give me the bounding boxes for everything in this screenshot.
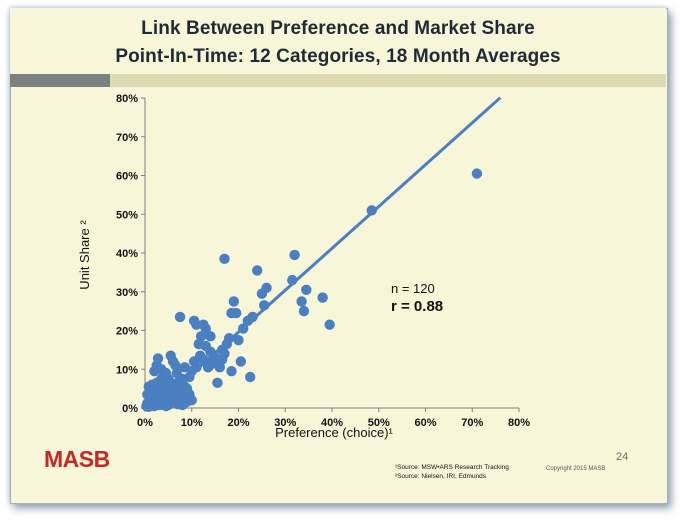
data-point <box>200 323 211 334</box>
data-point <box>186 395 197 406</box>
data-point <box>261 282 272 294</box>
x-tick-label: 30% <box>274 417 296 429</box>
source-note-2: ²Source: Nielsen, IRI, Edmunds <box>395 473 487 480</box>
y-tick-label: 40% <box>116 248 138 260</box>
data-point <box>174 311 186 323</box>
y-tick-label: 30% <box>116 287 138 299</box>
data-point <box>296 296 307 307</box>
data-point <box>228 296 240 307</box>
slide-frame <box>10 8 668 504</box>
data-point <box>301 284 312 296</box>
x-axis-label: Preference (choice)¹ <box>275 425 393 440</box>
x-tick-label: 10% <box>181 417 203 429</box>
data-point <box>252 265 263 276</box>
data-point <box>170 360 181 371</box>
slide-title-line-2: Point-In-Time: 12 Categories, 18 Month A… <box>115 46 561 67</box>
data-point <box>366 205 377 216</box>
x-axis-ticks: 0% 10% 20% 30% 40% 50% 60% 70% 80% <box>137 408 530 429</box>
data-point <box>212 377 223 389</box>
slide-title-line-1: Link Between Preference and Market Share <box>141 18 535 39</box>
page-number: 24 <box>616 451 629 463</box>
data-point <box>226 365 237 377</box>
y-tick-label: 60% <box>116 171 138 183</box>
data-point <box>247 311 258 323</box>
y-tick-label: 70% <box>116 132 138 144</box>
x-tick-label: 0% <box>137 417 153 429</box>
data-point <box>244 371 256 383</box>
y-tick-label: 50% <box>116 209 138 221</box>
data-point <box>146 396 158 408</box>
x-tick-label: 70% <box>461 417 483 429</box>
title-area: Link Between Preference and Market Share… <box>10 8 666 74</box>
x-tick-label: 80% <box>508 417 530 429</box>
data-point <box>160 367 172 379</box>
data-point <box>230 307 242 319</box>
data-point <box>195 331 207 342</box>
header-band-light <box>110 74 666 87</box>
y-axis-ticks: 0% 10% 20% 30% 40% 50% 60% 70% 80% <box>116 93 145 415</box>
x-tick-label: 20% <box>227 417 249 429</box>
source-note-1: ¹Source: MSW•ARS Research Tracking <box>395 464 509 471</box>
y-axis-label: Unit Share ² <box>77 220 92 290</box>
data-point <box>191 319 202 330</box>
data-point <box>317 292 328 303</box>
data-point <box>471 168 483 179</box>
stat-r: r = 0.88 <box>391 298 444 315</box>
data-point <box>219 348 230 359</box>
data-point <box>205 331 216 342</box>
trendline-group <box>152 96 502 410</box>
data-point <box>152 353 164 364</box>
data-point <box>142 389 153 400</box>
data-point <box>160 400 172 412</box>
data-point <box>233 334 244 346</box>
y-tick-label: 0% <box>122 403 138 415</box>
data-point <box>167 395 179 406</box>
data-point <box>298 305 310 317</box>
trendline <box>152 96 502 410</box>
data-point <box>179 362 190 373</box>
stat-n: n = 120 <box>391 281 435 296</box>
y-tick-label: 80% <box>116 93 138 105</box>
copyright: Copyright 2015 MASB <box>546 466 606 472</box>
masb-logo: MASB <box>44 446 110 473</box>
data-point <box>289 249 300 261</box>
x-tick-label: 60% <box>414 417 436 429</box>
x-tick-label: 40% <box>321 417 343 429</box>
x-tick-label: 50% <box>368 417 390 429</box>
header-band-dark <box>10 74 110 87</box>
y-tick-label: 10% <box>116 364 138 376</box>
data-point <box>191 362 202 373</box>
y-tick-label: 20% <box>116 326 138 338</box>
data-point <box>324 319 335 330</box>
logo-text: MASB <box>44 446 110 472</box>
data-point <box>235 356 247 367</box>
data-point <box>219 253 230 265</box>
